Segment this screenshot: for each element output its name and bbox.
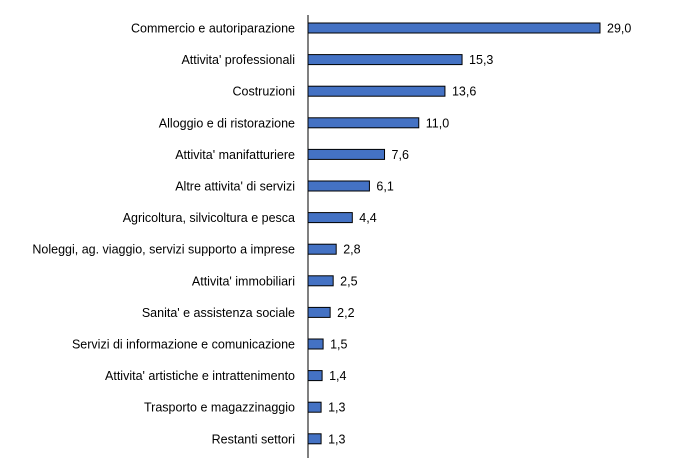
bar-rows: Commercio e autoriparazione 29,0 Attivita'…	[32, 22, 631, 447]
category-label: Alloggio e di ristorazione	[159, 116, 295, 130]
bar	[307, 338, 324, 350]
category-label: Altre attivita' di servizi	[175, 180, 295, 194]
category-label: Costruzioni	[232, 85, 295, 99]
bar	[307, 370, 323, 382]
category-label: Sanita' e assistenza sociale	[142, 306, 295, 320]
bar	[307, 243, 337, 255]
category-label: Servizi di informazione e comunicazione	[72, 338, 295, 352]
value-label: 1,5	[330, 338, 347, 352]
bar	[307, 54, 463, 66]
bar	[307, 401, 322, 413]
category-label: Noleggi, ag. viaggio, servizi supporto a…	[32, 243, 295, 257]
bar	[307, 148, 386, 160]
value-label: 2,8	[343, 243, 360, 257]
bar	[307, 22, 601, 34]
category-label: Agricoltura, silvicoltura e pesca	[123, 211, 295, 225]
bar	[307, 433, 322, 445]
value-label: 1,4	[329, 369, 346, 383]
bar	[307, 180, 370, 192]
category-label: Attivita' manifatturiere	[175, 148, 295, 162]
value-label: 6,1	[376, 180, 393, 194]
category-label: Commercio e autoriparazione	[131, 22, 295, 36]
value-label: 13,6	[452, 85, 476, 99]
value-label: 1,3	[328, 401, 345, 415]
value-label: 2,5	[340, 274, 357, 288]
bar	[307, 212, 353, 224]
bar	[307, 117, 420, 129]
value-label: 7,6	[392, 148, 409, 162]
value-label: 29,0	[607, 22, 631, 36]
value-label: 15,3	[469, 53, 493, 67]
category-label: Attivita' artistiche e intrattenimento	[105, 369, 295, 383]
bar	[307, 85, 446, 97]
category-label: Attivita' professionali	[181, 53, 295, 67]
bar	[307, 306, 331, 318]
value-label: 11,0	[426, 116, 449, 130]
value-label: 4,4	[359, 211, 376, 225]
value-label: 1,3	[328, 432, 345, 446]
bar	[307, 275, 334, 287]
category-label: Attivita' immobiliari	[192, 274, 295, 288]
category-label: Trasporto e magazzinaggio	[144, 401, 295, 415]
category-label: Restanti settori	[212, 432, 295, 446]
value-label: 2,2	[337, 306, 354, 320]
